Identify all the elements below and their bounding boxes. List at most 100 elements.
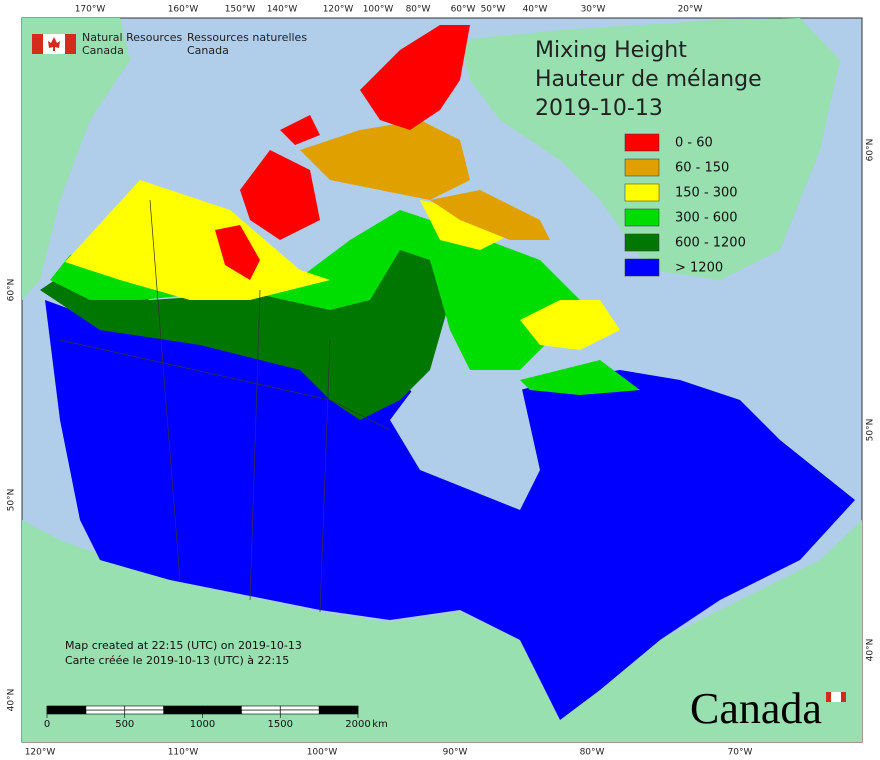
graticule-label: 80°W — [406, 5, 431, 15]
legend-label: 600 - 1200 — [675, 236, 746, 251]
note: Carte créée le 2019-10-13 (UTC) à 22:15 — [65, 654, 289, 667]
graticule-label: 40°N — [7, 689, 17, 712]
scale-segment — [46, 709, 87, 715]
band-150-300 — [65, 180, 330, 300]
band-300-600-east — [520, 360, 640, 395]
maple-leaf — [48, 37, 60, 51]
graticule-label: 120°W — [25, 748, 56, 758]
graticule-label: 50°W — [481, 5, 506, 15]
province-border — [249, 289, 261, 601]
graticule-label: 110°W — [168, 748, 199, 758]
graticule-label: 90°W — [443, 748, 468, 758]
scale-segment — [163, 705, 203, 711]
legend-swatch — [624, 233, 660, 252]
scale-segment — [163, 709, 203, 715]
graticule-label: 120°W — [323, 5, 354, 15]
scale-segment — [85, 709, 126, 715]
scale-segment — [241, 705, 281, 711]
band-0-60-banks — [240, 150, 320, 240]
title: Hauteur de mélange — [535, 67, 762, 92]
title: Mixing Height — [535, 38, 687, 63]
band-60-150 — [300, 120, 470, 200]
title: 2019-10-13 — [535, 96, 663, 121]
alaska — [22, 18, 130, 300]
scale-segment — [124, 709, 164, 715]
scale-segment — [318, 709, 359, 715]
note: Map created at 22:15 (UTC) on 2019-10-13 — [65, 639, 302, 652]
legend: 0 - 60 60 - 150 150 - 300 300 - 600 600 - 12… — [624, 133, 746, 277]
graticule-label: 170°W — [75, 5, 106, 15]
legend-label: 300 - 600 — [675, 211, 738, 226]
graticule-label: 50°N — [7, 489, 17, 512]
graticule-label: 150°W — [225, 5, 256, 15]
legend-label: 0 - 60 — [675, 136, 713, 151]
flag-band — [65, 34, 76, 54]
legend-swatch — [624, 158, 660, 177]
org-en: Natural Resources — [82, 31, 183, 44]
org-fr: Canada — [187, 44, 229, 57]
graticule-label: 140°W — [267, 5, 298, 15]
wordmark-flag — [826, 692, 846, 702]
flag-band — [32, 34, 43, 54]
usa — [22, 520, 862, 742]
legend-swatch — [624, 183, 660, 202]
org-fr: Ressources naturelles — [187, 31, 307, 44]
graticule-label: 60°W — [451, 5, 476, 15]
flag-band — [826, 692, 831, 702]
legend-label: > 1200 — [675, 261, 723, 276]
legend-swatch — [624, 258, 660, 277]
hudson-bay — [390, 370, 540, 510]
scale-segment — [46, 705, 87, 711]
graticule-labels: 170°W 160°W 150°W 140°W 120°W 100°W 80°W 60°W 50… — [7, 5, 876, 758]
flag-band — [841, 692, 846, 702]
scale-segment — [124, 705, 164, 711]
scale-segment — [241, 709, 281, 715]
graticule-label: 40°W — [523, 5, 548, 15]
graticule-label: 70°W — [728, 748, 753, 758]
scale-segment — [279, 709, 320, 715]
band-150-300-north — [420, 200, 520, 250]
band-0-60-island — [280, 115, 320, 145]
band-0-60-ellesmere — [360, 25, 470, 130]
scale-segment — [202, 709, 242, 715]
scale-segment — [279, 705, 320, 711]
graticule-label: 60°N — [866, 139, 876, 162]
wordmark: Canada — [690, 684, 822, 733]
canada-south — [45, 300, 855, 720]
graticule-label: 30°W — [581, 5, 606, 15]
legend-label: 60 - 150 — [675, 161, 729, 176]
scale-label: 2000 — [345, 719, 370, 730]
graticule-label: 20°W — [678, 5, 703, 15]
scale-segment — [318, 705, 359, 711]
scale-label: 1500 — [268, 719, 293, 730]
band-60-150-east — [430, 190, 550, 240]
graticule-label: 50°N — [866, 419, 876, 442]
graticule-label: 80°W — [580, 748, 605, 758]
scale-label: 1000 — [190, 719, 215, 730]
legend-label: 150 - 300 — [675, 186, 738, 201]
band-300-600 — [50, 210, 580, 370]
graticule-label: 160°W — [168, 5, 199, 15]
band-150-300-east — [520, 300, 620, 350]
province-border — [149, 199, 181, 581]
graticule-label: 40°N — [866, 639, 876, 662]
scale-unit: km — [372, 719, 388, 730]
territory-border — [59, 339, 391, 431]
flag-center — [831, 692, 841, 702]
basemap — [22, 18, 862, 742]
province-border — [319, 339, 331, 613]
scale-bar: 0 500 1000 1500 2000 km — [44, 705, 388, 730]
legend-swatch — [624, 133, 660, 152]
org-en: Canada — [82, 44, 124, 57]
scale-segment — [202, 705, 242, 711]
legend-swatch — [624, 208, 660, 227]
scale-label: 0 — [44, 719, 50, 730]
scale-label: 500 — [115, 719, 134, 730]
graticule-label: 100°W — [307, 748, 338, 758]
scale-segment — [85, 705, 126, 711]
graticule-label: 100°W — [363, 5, 394, 15]
graticule-label: 60°N — [7, 279, 17, 302]
logo — [32, 34, 76, 54]
